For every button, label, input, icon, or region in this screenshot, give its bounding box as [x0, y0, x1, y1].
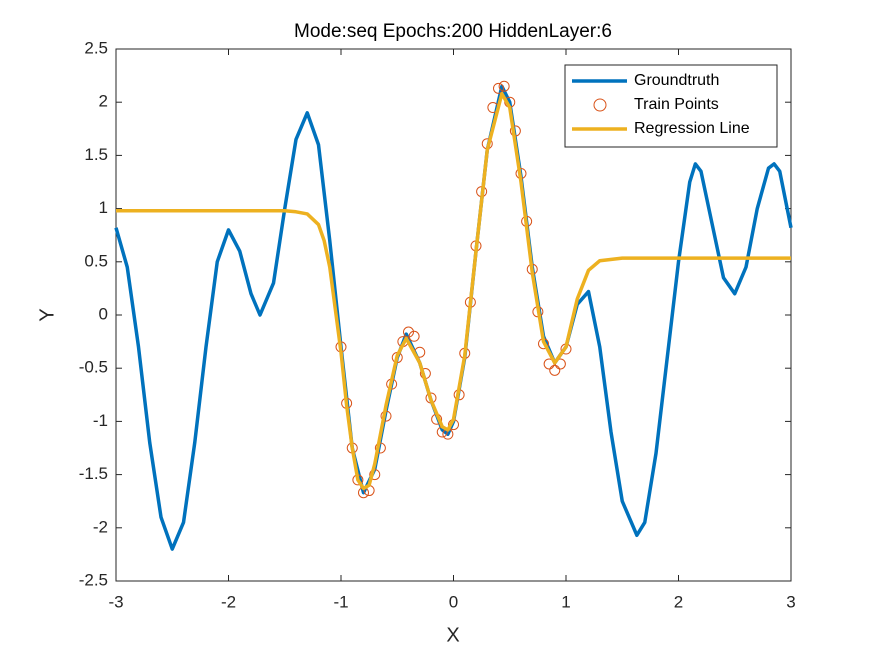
legend-label: Train Points — [634, 96, 719, 113]
x-tick-label: 1 — [561, 592, 570, 611]
x-tick-label: 0 — [449, 592, 458, 611]
data-line — [116, 91, 791, 491]
x-tick-label: -1 — [333, 592, 348, 611]
y-tick-label: -0.5 — [79, 358, 108, 377]
y-tick-label: -1 — [93, 411, 108, 430]
y-tick-label: 2 — [99, 92, 108, 111]
legend-label: Regression Line — [634, 120, 750, 137]
y-tick-label: 1 — [99, 198, 108, 217]
x-tick-label: -2 — [221, 592, 236, 611]
y-tick-label: 1.5 — [84, 145, 108, 164]
legend-swatch — [593, 98, 607, 112]
train-point — [493, 82, 504, 94]
plot-frame — [115, 48, 792, 582]
y-tick-label: 2.5 — [84, 38, 108, 57]
x-axis-label: X — [446, 624, 459, 646]
train-point — [549, 364, 561, 376]
y-axis-label: Y — [36, 308, 58, 321]
y-tick-label: -2 — [93, 517, 108, 536]
train-point — [408, 330, 420, 342]
y-tick-label: 0.5 — [84, 251, 108, 270]
y-tick-label: 0 — [99, 304, 108, 323]
x-tick-label: 2 — [674, 592, 683, 611]
y-tick-label: -2.5 — [79, 570, 108, 589]
chart-title: Mode:seq Epochs:200 HiddenLayer:6 — [294, 21, 612, 42]
legend-box — [564, 64, 778, 148]
y-tick-label: -1.5 — [79, 464, 108, 483]
train-point — [403, 326, 414, 338]
x-tick-label: -3 — [108, 592, 123, 611]
x-tick-label: 3 — [786, 592, 795, 611]
train-point — [498, 80, 510, 92]
legend-label: Groundtruth — [634, 72, 719, 89]
